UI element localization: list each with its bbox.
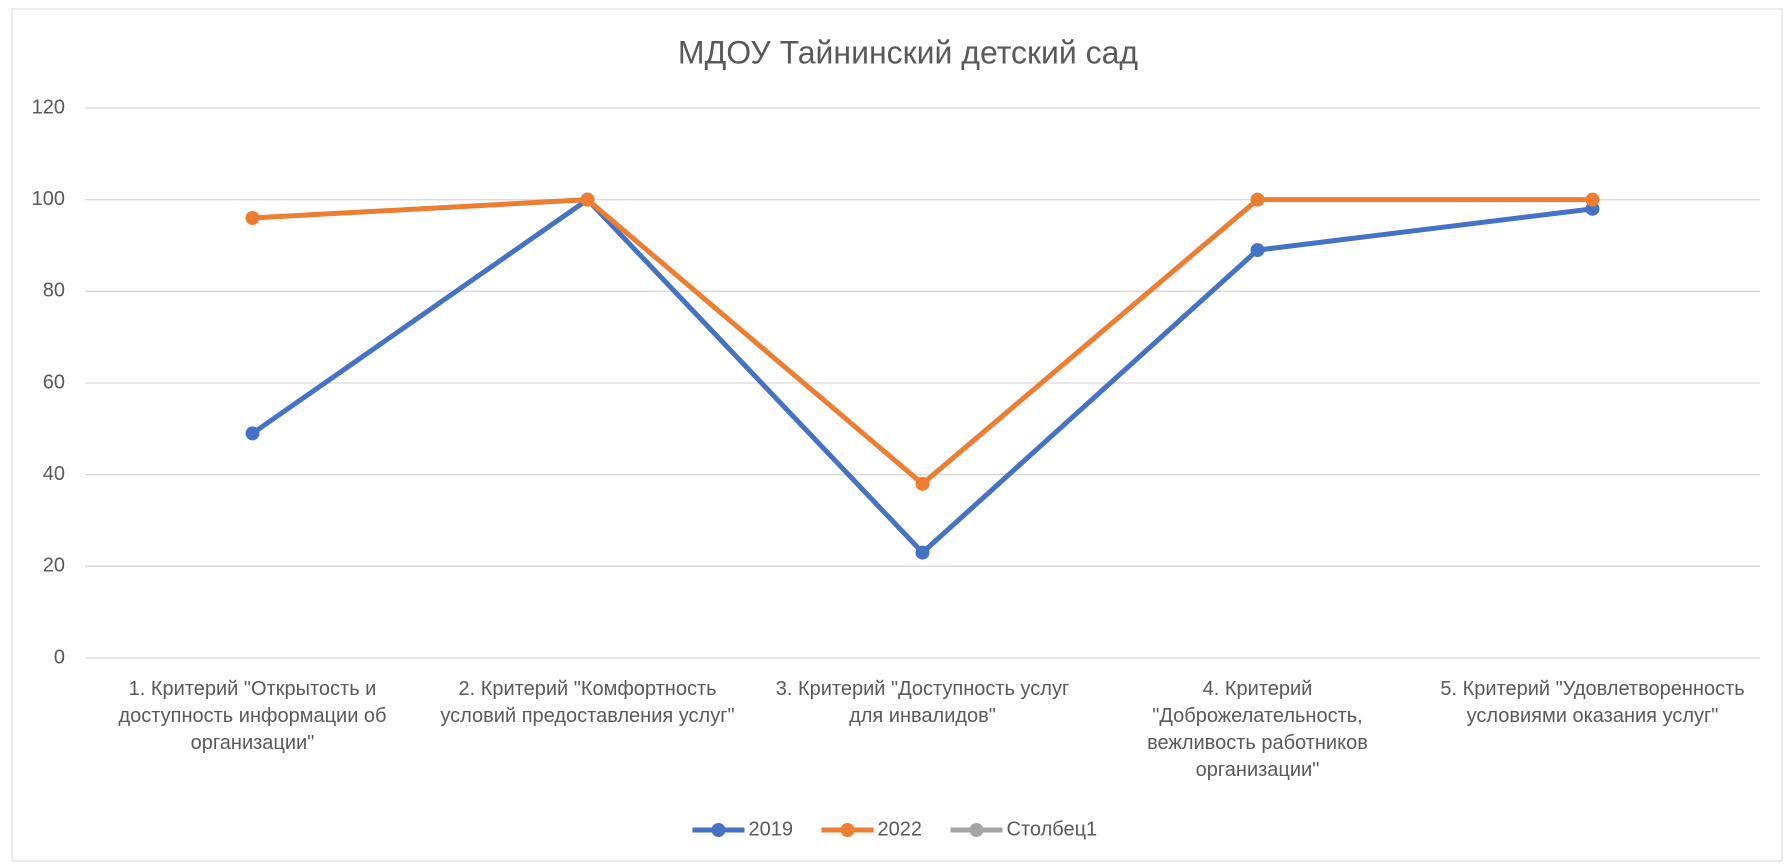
data-point — [245, 426, 260, 441]
series-line — [252, 197, 1593, 487]
legend-marker — [969, 823, 984, 837]
y-tick-label: 60 — [43, 371, 65, 393]
legend-marker — [711, 823, 726, 837]
chart-title: МДОУ Тайнинский детский сад — [678, 34, 1139, 70]
data-point — [1250, 192, 1265, 207]
y-tick-label: 80 — [43, 280, 65, 302]
x-tick-label: 1. Критерий "Открытость и доступность ин… — [118, 678, 387, 754]
y-tick-label: 0 — [54, 646, 65, 668]
legend-marker — [840, 823, 855, 837]
y-tick-label: 40 — [43, 463, 65, 485]
y-tick-label: 100 — [32, 188, 65, 210]
x-tick-label: 2. Критерий "Комфортность условий предос… — [440, 678, 735, 727]
data-point — [1250, 243, 1265, 258]
data-point — [915, 476, 930, 491]
data-point — [245, 211, 260, 225]
y-tick-label: 20 — [43, 555, 65, 577]
y-tick-label: 120 — [32, 96, 65, 118]
series-line — [251, 197, 1593, 556]
legend-label: 2022 — [878, 818, 923, 840]
data-point — [580, 192, 595, 207]
chart-border — [11, 8, 1783, 862]
x-tick-label: 3. Критерий "Доступность услуг для инвал… — [775, 678, 1070, 727]
legend-label: 2019 — [749, 818, 794, 840]
data-point — [915, 545, 930, 560]
data-point — [1585, 192, 1600, 207]
x-tick-label: 5. Критерий "Удовлетворенность условиями… — [1440, 678, 1745, 727]
x-tick-label: 4. Критерий "Доброжелательность, вежливо… — [1147, 678, 1368, 781]
legend-label: Столбец1 — [1007, 818, 1098, 840]
